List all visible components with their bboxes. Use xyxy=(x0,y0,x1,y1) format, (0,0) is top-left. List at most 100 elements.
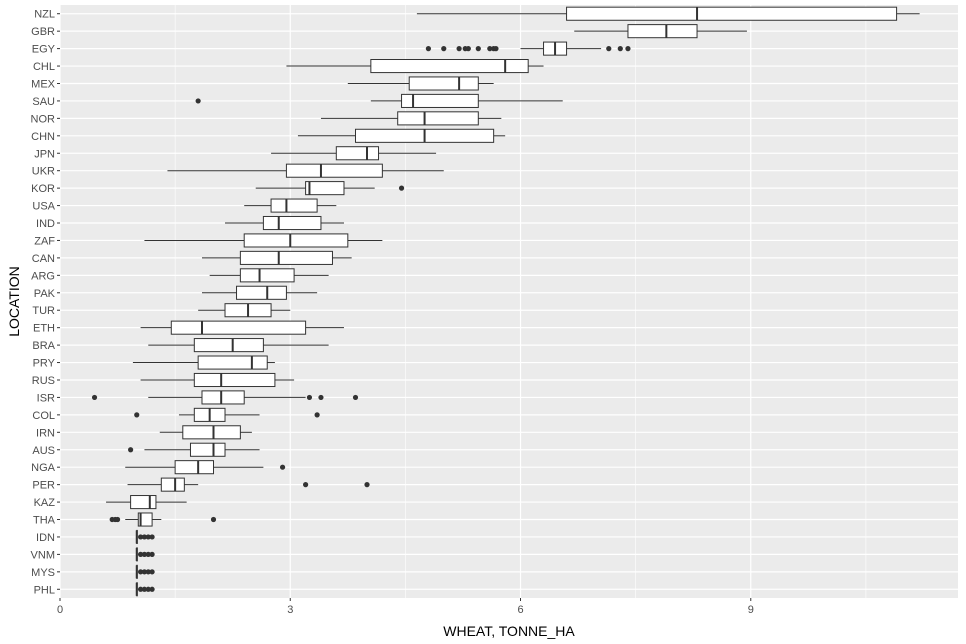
box-rus xyxy=(140,372,295,388)
plot-panel xyxy=(60,5,958,598)
outlier-point xyxy=(141,586,148,592)
y-tick-label: NOR xyxy=(31,113,56,125)
x-tick-label: 3 xyxy=(287,604,293,616)
y-tick-label: CHL xyxy=(33,61,55,73)
box-iqr xyxy=(401,93,479,108)
box-kor xyxy=(255,181,405,196)
x-axis: 0 3 6 9 xyxy=(57,598,754,616)
outlier-point xyxy=(210,516,217,523)
outlier-point xyxy=(91,394,98,401)
outlier-point xyxy=(475,46,481,52)
outlier-point xyxy=(306,394,313,401)
box-iqr xyxy=(189,442,226,457)
outlier-point xyxy=(134,412,140,418)
outlier-point xyxy=(141,534,148,540)
y-tick-label: AUS xyxy=(32,445,55,457)
box-phl xyxy=(135,582,155,597)
box-sau xyxy=(195,93,563,108)
box-iqr xyxy=(408,76,479,91)
box-iqr xyxy=(262,215,322,231)
box-zaf xyxy=(144,233,383,248)
box-iqr xyxy=(137,512,153,527)
box-jpn xyxy=(271,146,437,161)
outlier-point xyxy=(625,46,631,52)
y-axis: NZL GBR EGY CHL MEX SAU NOR CHN JPN UKR KOR USA IND Z… xyxy=(31,9,60,596)
box-iqr xyxy=(370,59,529,74)
box-iqr xyxy=(182,425,241,440)
y-tick-label: NGA xyxy=(31,462,56,474)
outlier-point xyxy=(141,551,148,557)
outlier-point xyxy=(352,394,359,401)
y-tick-label: ZAF xyxy=(34,235,55,247)
y-tick-label: KOR xyxy=(31,183,55,195)
y-tick-label: THA xyxy=(33,515,56,527)
x-tick-label: 6 xyxy=(517,604,523,616)
outlier-point xyxy=(137,569,144,575)
x-tick-label: 9 xyxy=(748,604,754,616)
box-pak xyxy=(201,285,318,300)
box-iqr xyxy=(197,355,268,370)
y-tick-label: JPN xyxy=(34,148,55,160)
outlier-point xyxy=(465,46,471,52)
y-tick-label: ARG xyxy=(31,270,55,282)
outlier-point xyxy=(145,551,151,557)
box-col xyxy=(134,407,320,422)
box-iqr xyxy=(566,6,898,21)
y-tick-label: RUS xyxy=(32,375,55,387)
box-kaz xyxy=(106,495,187,510)
outlier-point xyxy=(137,586,144,592)
box-iqr xyxy=(174,460,215,475)
outlier-point xyxy=(145,569,151,575)
outlier-point xyxy=(441,46,447,52)
y-tick-label: PAK xyxy=(34,288,56,300)
y-tick-label: PER xyxy=(32,480,55,492)
box-chl xyxy=(286,59,544,74)
box-aus xyxy=(128,442,260,457)
box-vnm xyxy=(135,547,155,562)
box-iqr xyxy=(130,495,157,510)
y-tick-label: SAU xyxy=(32,96,55,108)
y-axis-title: LOCATION xyxy=(6,266,22,337)
y-tick-label: CAN xyxy=(32,253,55,265)
box-ukr xyxy=(167,163,444,178)
y-tick-label: ISR xyxy=(37,392,55,404)
y-tick-label: COL xyxy=(32,410,55,422)
y-tick-label: MYS xyxy=(31,567,55,579)
y-tick-label: GBR xyxy=(31,26,55,38)
outlier-point xyxy=(606,46,612,52)
y-tick-label: IDN xyxy=(36,532,55,544)
box-arg xyxy=(209,268,329,283)
box-nga xyxy=(125,460,286,475)
box-per xyxy=(127,477,370,492)
box-idn xyxy=(135,529,155,544)
box-iqr xyxy=(397,111,479,126)
y-tick-label: IRN xyxy=(36,427,55,439)
outlier-point xyxy=(128,447,134,453)
box-chn xyxy=(297,128,506,143)
x-tick-label: 0 xyxy=(57,604,63,616)
box-ind xyxy=(225,215,344,231)
outlier-point xyxy=(279,464,286,470)
box-mex xyxy=(347,76,494,91)
box-iqr xyxy=(236,285,287,300)
outlier-point xyxy=(137,534,144,540)
outlier-point xyxy=(149,586,155,592)
box-tur xyxy=(198,303,291,318)
box-nzl xyxy=(416,6,920,21)
y-tick-label: UKR xyxy=(32,166,55,178)
y-tick-label: TUR xyxy=(32,305,55,317)
outlier-point xyxy=(145,586,151,592)
y-tick-label: USA xyxy=(32,201,55,213)
outlier-point xyxy=(114,516,121,523)
outlier-point xyxy=(141,569,148,575)
outlier-point xyxy=(149,569,155,575)
outlier-point xyxy=(398,185,405,191)
box-iqr xyxy=(193,338,264,353)
box-iqr xyxy=(627,24,698,39)
box-can xyxy=(201,250,352,265)
outlier-point xyxy=(137,551,144,557)
y-tick-label: VNM xyxy=(31,549,55,561)
outlier-point xyxy=(617,46,623,52)
outlier-point xyxy=(493,46,499,52)
